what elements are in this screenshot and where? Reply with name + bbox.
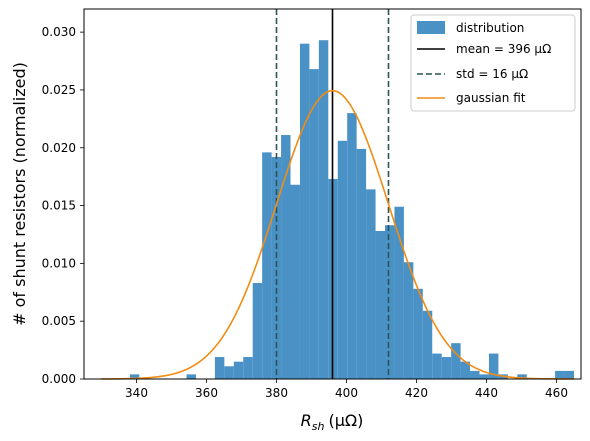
legend-label-std: std = 16 μΩ — [456, 67, 528, 81]
legend-swatch-distribution — [417, 21, 445, 34]
y-tick-label: 0.005 — [42, 314, 76, 328]
x-axis-title-unit: (μΩ) — [328, 411, 363, 430]
legend-label-distribution: distribution — [456, 21, 524, 35]
histogram-bar — [564, 370, 574, 379]
histogram-bar — [318, 40, 329, 379]
histogram-bar — [243, 357, 253, 379]
histogram-bar — [129, 374, 140, 379]
legend-label-mean: mean = 396 μΩ — [456, 42, 551, 56]
x-axis-ticks: 340 360 380 400 420 440 460 — [125, 379, 568, 400]
histogram-bar — [385, 225, 395, 379]
y-axis-ticks: 0.000 0.005 0.010 0.015 0.020 0.025 0.030 — [42, 25, 84, 386]
reference-lines — [275, 9, 390, 379]
histogram-bar — [460, 361, 471, 379]
histogram-bar — [281, 135, 291, 379]
x-tick-label: 460 — [545, 386, 568, 400]
gaussian-fit-line — [101, 89, 574, 380]
histogram-bars — [129, 40, 574, 379]
legend-label-gaussian: gaussian fit — [456, 91, 526, 105]
histogram-bar — [394, 206, 404, 379]
y-axis-title: # of shunt resistors (normalized) — [10, 62, 29, 326]
histogram-bar — [555, 370, 565, 379]
histogram-bar — [479, 374, 489, 379]
y-tick-label: 0.015 — [42, 199, 76, 213]
histogram-bar — [375, 231, 385, 379]
histogram-bar — [299, 43, 310, 379]
histogram-bar — [422, 310, 433, 379]
histogram-bar — [451, 343, 461, 379]
x-axis-title-main: R — [301, 411, 312, 430]
histogram-bar — [337, 140, 348, 379]
histogram-bar — [488, 353, 499, 379]
histogram-bar — [224, 366, 234, 379]
histogram-bar — [214, 357, 225, 379]
histogram-bar — [403, 262, 414, 379]
histogram-bar — [309, 69, 319, 379]
histogram-bar — [347, 113, 357, 379]
histogram-bar — [186, 374, 196, 379]
y-tick-label: 0.010 — [42, 256, 76, 270]
histogram-bar — [233, 361, 244, 379]
histogram-bar — [517, 374, 527, 379]
x-tick-label: 340 — [125, 386, 148, 400]
gaussian-curve — [101, 89, 574, 380]
x-tick-label: 400 — [335, 386, 358, 400]
histogram-bar — [470, 370, 480, 379]
y-tick-label: 0.025 — [42, 83, 76, 97]
legend-frame — [410, 14, 576, 112]
y-tick-label: 0.030 — [42, 25, 76, 39]
legend: distribution mean = 396 μΩ std = 16 μΩ g… — [410, 14, 576, 112]
histogram-bar — [441, 357, 452, 379]
histogram-bar — [290, 184, 300, 379]
x-tick-label: 440 — [475, 386, 498, 400]
x-tick-label: 420 — [405, 386, 428, 400]
histogram-bar — [252, 283, 263, 379]
plot-area-frame — [83, 8, 582, 380]
histogram-bar — [432, 353, 442, 379]
x-tick-label: 380 — [265, 386, 288, 400]
x-axis-title-sub: sh — [312, 420, 325, 433]
histogram-bar — [366, 189, 376, 379]
x-tick-label: 360 — [195, 386, 218, 400]
histogram-bar — [356, 148, 367, 379]
histogram-bar — [262, 152, 272, 379]
histogram-bar — [413, 288, 423, 379]
y-tick-label: 0.020 — [42, 141, 76, 155]
y-tick-label: 0.000 — [42, 372, 76, 386]
x-axis-title: Rsh (μΩ) — [301, 411, 364, 433]
histogram-bar — [271, 157, 282, 379]
